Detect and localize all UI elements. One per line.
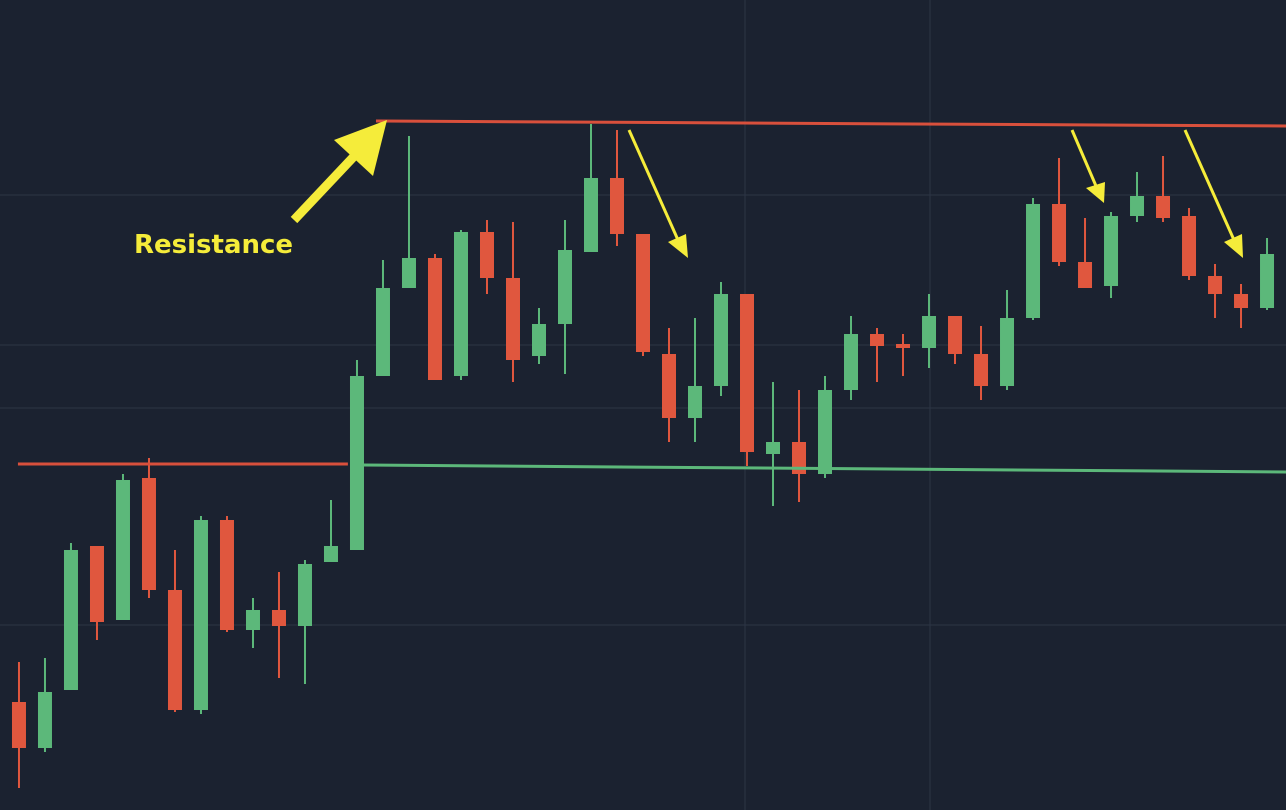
- arrow-head: [1224, 234, 1243, 258]
- candle-body: [974, 354, 989, 386]
- candle-body: [1260, 254, 1275, 308]
- candle-body: [1208, 276, 1223, 294]
- arrow-shaft: [1183, 129, 1236, 241]
- candle-body: [531, 324, 546, 356]
- candle-body: [89, 546, 104, 622]
- candle-body: [583, 178, 598, 252]
- arrow-head: [1086, 182, 1105, 203]
- candle-body: [505, 278, 520, 360]
- candle-body: [401, 258, 416, 288]
- candle-body: [1130, 196, 1145, 216]
- candle-body: [792, 442, 807, 474]
- candle-body: [37, 692, 52, 748]
- candle-body: [740, 294, 755, 452]
- candle-body: [896, 344, 911, 348]
- candle-body: [1234, 294, 1249, 308]
- candle-body: [141, 478, 156, 590]
- candle-body: [662, 354, 677, 418]
- candle-body: [766, 442, 781, 454]
- candle-body: [271, 610, 286, 626]
- candle-body: [245, 610, 260, 630]
- arrow-shaft: [1070, 129, 1098, 187]
- candle-body: [1182, 216, 1197, 276]
- annotation: Resistance: [134, 230, 293, 260]
- candle-body: [349, 376, 364, 550]
- candle-body: [219, 520, 234, 630]
- candle-body: [636, 234, 650, 352]
- arrow-shaft: [290, 146, 364, 224]
- arrow-head: [334, 120, 387, 176]
- candle-body: [1156, 196, 1171, 218]
- candle-body: [375, 288, 390, 376]
- candles: [11, 124, 1275, 788]
- arrows: [290, 120, 1243, 258]
- candle-body: [1000, 318, 1015, 386]
- arrow-head: [668, 234, 688, 258]
- candle-body: [557, 250, 572, 324]
- candle-body: [167, 590, 182, 710]
- candle-body: [427, 258, 442, 380]
- candle-body: [870, 334, 885, 346]
- candle-body: [609, 178, 624, 234]
- level-line: [361, 463, 1286, 474]
- candle-body: [193, 520, 208, 710]
- candle-body: [297, 564, 312, 626]
- candle-body: [115, 480, 130, 620]
- candle-body: [688, 386, 703, 418]
- candle-body: [714, 294, 729, 386]
- candle-body: [922, 316, 937, 348]
- candle-body: [818, 390, 833, 474]
- candle-body: [11, 702, 26, 748]
- candle-body: [1104, 216, 1119, 286]
- candle-body: [1078, 262, 1093, 288]
- candle-body: [844, 334, 859, 390]
- levels: [17, 119, 1286, 474]
- candle-body: [479, 232, 494, 278]
- arrow-shaft: [627, 129, 680, 241]
- candle-body: [1052, 204, 1067, 262]
- candle-body: [323, 546, 338, 562]
- candle-body: [63, 550, 78, 690]
- candle-body: [1026, 204, 1041, 318]
- candle-body: [453, 232, 468, 376]
- level-line: [375, 119, 1286, 128]
- candle-body: [948, 316, 963, 354]
